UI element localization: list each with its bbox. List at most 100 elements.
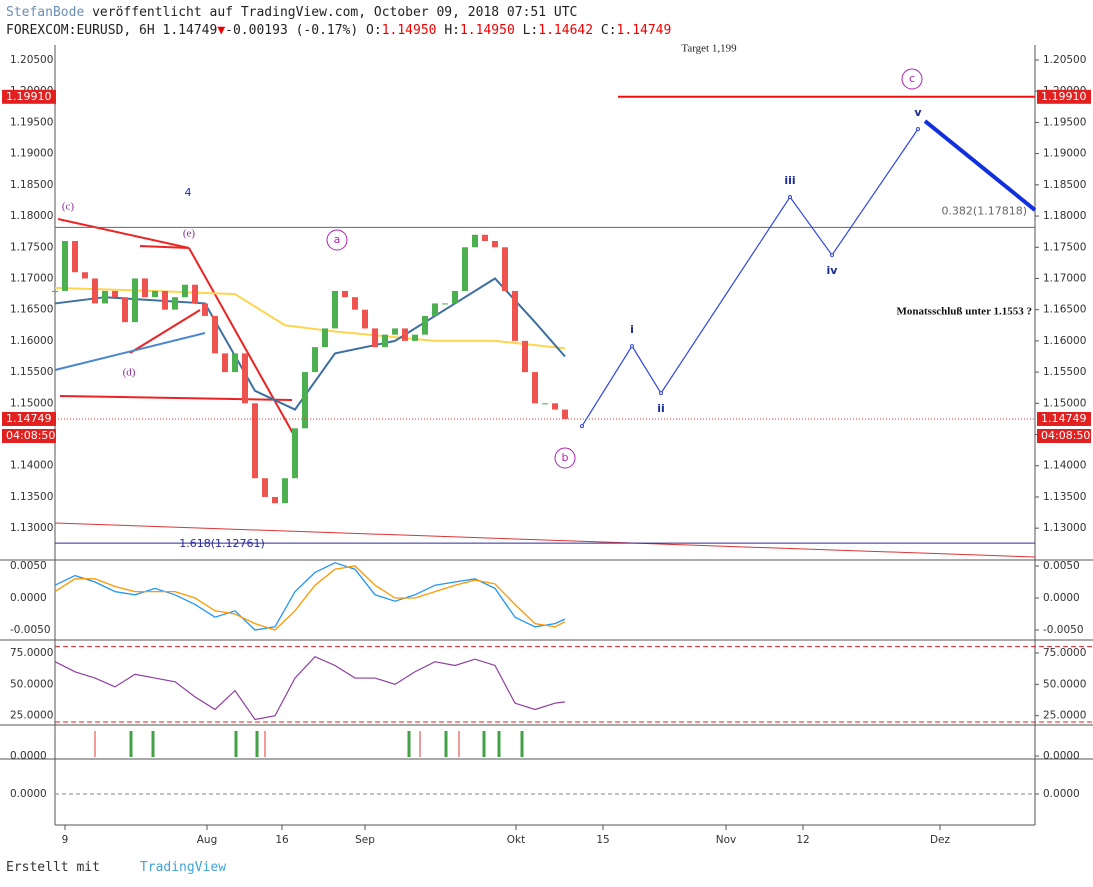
frame xyxy=(0,45,1093,826)
level-label: 0.382(1.17818) xyxy=(941,204,1027,217)
price-box-label: 1.19910 xyxy=(6,90,52,103)
y-tick-label: 1.19500 xyxy=(1043,116,1086,128)
wave-label: a xyxy=(334,233,341,246)
candle xyxy=(502,247,508,291)
wave-point xyxy=(788,195,792,200)
wave-projection xyxy=(923,119,1037,212)
circle xyxy=(554,447,576,469)
wave-point xyxy=(916,127,920,132)
x-tick-label: Okt xyxy=(507,834,525,846)
candle xyxy=(112,290,118,298)
candle xyxy=(472,234,478,248)
signal-bar xyxy=(497,731,501,757)
candle xyxy=(312,347,318,373)
signal-bar xyxy=(234,731,238,757)
signal-bar xyxy=(458,731,460,757)
ohlc-value: 1.14950 xyxy=(459,23,515,38)
y-tick-label: 1.18000 xyxy=(1043,210,1086,222)
circle xyxy=(326,229,348,251)
y-tick-label: 50.0000 xyxy=(1043,678,1086,690)
wave-point xyxy=(630,344,634,349)
x-tick-label: 15 xyxy=(596,834,609,846)
signal-bar xyxy=(407,731,411,757)
signal-bar xyxy=(255,731,259,757)
x-tick-label: Nov xyxy=(716,834,737,846)
macd-line xyxy=(54,565,566,631)
price-box xyxy=(1037,428,1091,443)
candle xyxy=(512,290,518,341)
y-tick-label: 0.0000 xyxy=(1043,788,1080,800)
candle xyxy=(202,303,208,316)
moving-average xyxy=(54,286,566,350)
y-tick-label: 50.0000 xyxy=(10,678,53,690)
candle xyxy=(482,234,488,242)
rsi-line xyxy=(54,655,566,721)
wave-label: v xyxy=(914,106,922,119)
candle xyxy=(212,315,218,354)
candle xyxy=(552,403,558,410)
candle xyxy=(332,290,338,329)
candle xyxy=(102,290,108,304)
price-box xyxy=(1037,411,1091,426)
candle xyxy=(192,284,198,304)
published: veröffentlicht auf TradingView.com, Octo… xyxy=(92,5,578,20)
candle xyxy=(522,340,528,373)
candle xyxy=(432,303,438,316)
y-tick-label: 1.20500 xyxy=(10,54,53,66)
wave-label: (c) xyxy=(62,201,75,213)
candle xyxy=(252,403,258,479)
y-tick-label: 1.14000 xyxy=(1043,460,1086,472)
change: -0.00193 (-0.17%) xyxy=(225,23,359,38)
footer-text: Erstellt mit xyxy=(6,860,100,875)
y-tick-label: 1.15500 xyxy=(10,366,53,378)
footer: Erstellt mit TradingView xyxy=(6,860,226,875)
y-tick-label: 1.16500 xyxy=(10,304,53,316)
candle xyxy=(222,353,228,373)
candle xyxy=(182,284,188,298)
y-tick-label: -0.0050 xyxy=(1043,624,1084,636)
y-tick-label: 0.0000 xyxy=(1043,592,1080,604)
candle xyxy=(382,334,388,348)
signal-bar xyxy=(129,731,133,757)
candle xyxy=(72,241,78,273)
price-box-label: 1.14749 xyxy=(6,412,52,425)
candle xyxy=(342,290,348,298)
ohlc-key: C: xyxy=(600,23,617,38)
price-box-label: 1.14749 xyxy=(1041,412,1087,425)
candle xyxy=(542,403,548,405)
candle xyxy=(272,496,278,504)
y-tick-label: 75.0000 xyxy=(1043,647,1086,659)
candle xyxy=(122,297,128,323)
arrow: ▼ xyxy=(217,23,226,38)
candle xyxy=(412,334,418,341)
candle xyxy=(302,372,308,429)
x-tick-label: 12 xyxy=(796,834,809,846)
price-box xyxy=(1037,89,1091,104)
candle xyxy=(92,278,98,304)
y-tick-label: 1.18500 xyxy=(10,179,53,191)
y-tick-label: 1.18500 xyxy=(1043,179,1086,191)
ohlc-value: 1.14749 xyxy=(616,23,672,38)
author[interactable]: StefanBode xyxy=(6,5,85,20)
y-tick-label: 1.13000 xyxy=(1043,522,1086,534)
brand[interactable]: TradingView xyxy=(139,860,227,875)
y-tick-label: 0.0000 xyxy=(10,592,47,604)
y-tick-label: 1.15000 xyxy=(10,397,53,409)
header: StefanBode veröffentlicht auf TradingVie… xyxy=(6,4,671,40)
candle xyxy=(242,353,248,404)
wave-label: c xyxy=(909,72,915,85)
y-tick-label: 1.16500 xyxy=(1043,304,1086,316)
y-tick-label: 0.0000 xyxy=(10,750,47,762)
y-tick-label: 25.0000 xyxy=(1043,710,1086,722)
price-box xyxy=(2,89,56,104)
candle xyxy=(282,478,288,504)
candle xyxy=(532,372,538,404)
x-tick-label: Dez xyxy=(930,834,951,846)
level-label: 1.618(1.12761) xyxy=(179,537,265,550)
ohlc-key: L: xyxy=(522,23,539,38)
ohlc-key: O: xyxy=(366,23,382,38)
y-tick-label: 1.18000 xyxy=(10,210,53,222)
ohlc-value: 1.14950 xyxy=(381,23,437,38)
y-tick-label: 1.13500 xyxy=(1043,491,1086,503)
